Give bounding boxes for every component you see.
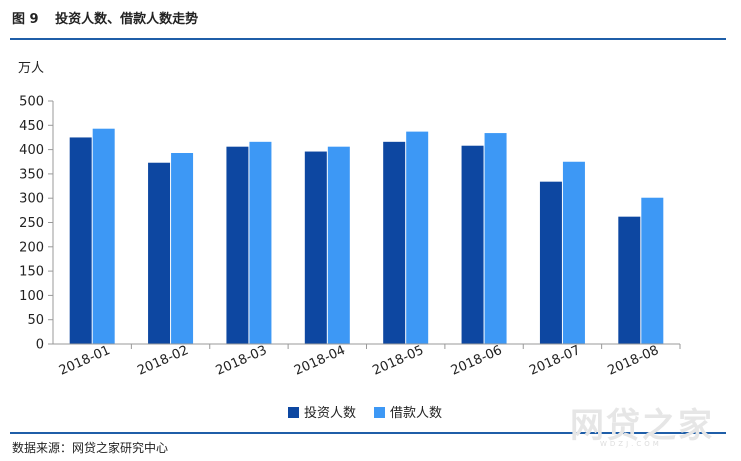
y-axis-ticks: 0 50 100 150 200 250 300 350 400 450 500 — [19, 95, 53, 353]
y-tick-label: 250 — [19, 216, 44, 231]
legend-swatch-investors — [288, 407, 299, 418]
x-tick-label: 2018-01 — [57, 343, 113, 379]
bars — [69, 128, 664, 344]
bar-investors-2018-05 — [383, 141, 406, 344]
y-tick-label: 300 — [19, 192, 44, 207]
bottom-rule — [10, 432, 726, 434]
bar-borrowers-2018-01 — [92, 128, 115, 344]
bar-investors-2018-03 — [226, 146, 249, 344]
bar-investors-2018-06 — [461, 145, 484, 344]
top-rule — [10, 38, 726, 40]
y-tick-label: 500 — [19, 95, 44, 110]
legend-label-investors: 投资人数 — [304, 405, 356, 421]
x-tick-label: 2018-06 — [449, 343, 505, 379]
legend-label-borrowers: 借款人数 — [390, 406, 442, 421]
legend: 投资人数 借款人数 — [288, 405, 442, 421]
x-tick-label: 2018-04 — [292, 343, 348, 379]
bar-investors-2018-02 — [148, 162, 171, 344]
bar-investors-2018-01 — [69, 137, 92, 344]
figure-number: 图 9 — [12, 12, 39, 27]
bar-borrowers-2018-04 — [327, 146, 350, 344]
y-tick-label: 100 — [19, 289, 44, 304]
x-tick-label: 2018-07 — [527, 343, 583, 379]
figure-title-text: 投资人数、借款人数走势 — [55, 12, 199, 27]
data-source: 数据来源：网贷之家研究中心 — [12, 441, 169, 455]
x-tick-label: 2018-02 — [135, 343, 191, 379]
y-axis-unit-label: 万人 — [18, 61, 44, 76]
bar-borrowers-2018-03 — [249, 141, 272, 344]
bar-borrowers-2018-02 — [171, 153, 194, 344]
y-tick-label: 450 — [19, 119, 44, 134]
y-tick-label: 400 — [19, 143, 44, 158]
y-tick-label: 50 — [27, 313, 44, 328]
bar-chart: 万人 0 50 100 150 200 250 300 350 400 450 500 2018-0… — [18, 61, 681, 421]
watermark-logo: 网贷之家 — [570, 406, 714, 446]
legend-swatch-borrowers — [374, 407, 385, 418]
y-tick-label: 200 — [19, 240, 44, 255]
bar-investors-2018-07 — [539, 181, 562, 344]
bar-borrowers-2018-08 — [641, 197, 664, 344]
bar-borrowers-2018-05 — [406, 131, 429, 344]
bar-borrowers-2018-07 — [562, 161, 585, 344]
figure-title: 图 9 投资人数、借款人数走势 — [12, 8, 198, 27]
bar-borrowers-2018-06 — [484, 133, 507, 344]
x-tick-label: 2018-08 — [606, 343, 662, 379]
x-axis-ticks: 2018-01 2018-02 2018-03 2018-04 2018-05 2018-… — [57, 343, 681, 379]
x-tick-label: 2018-03 — [214, 343, 270, 379]
y-tick-label: 0 — [36, 338, 44, 353]
bar-investors-2018-08 — [618, 216, 641, 344]
bar-investors-2018-04 — [304, 151, 327, 344]
y-tick-label: 350 — [19, 167, 44, 182]
watermark-domain: WDZJ.COM — [600, 440, 662, 448]
x-tick-label: 2018-05 — [370, 343, 426, 379]
y-tick-label: 150 — [19, 265, 44, 280]
